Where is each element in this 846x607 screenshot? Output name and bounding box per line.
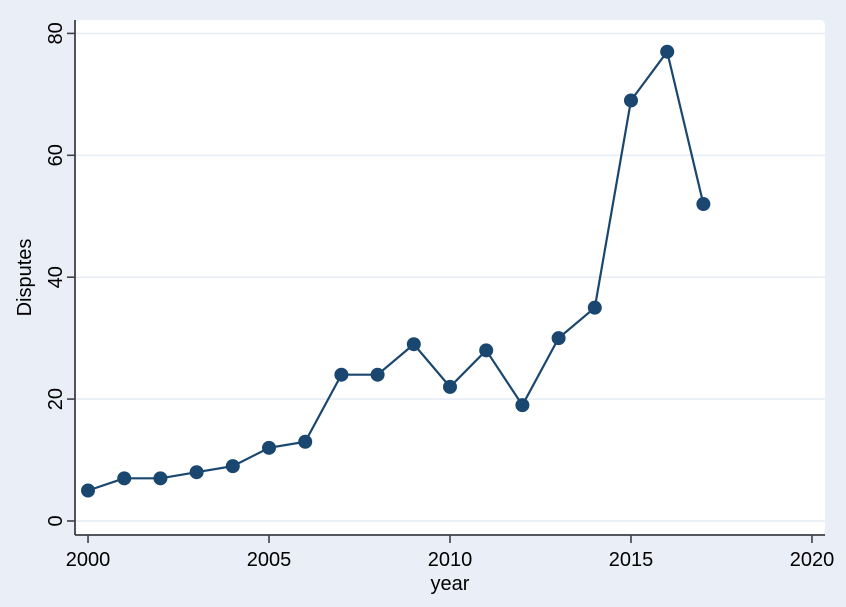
data-point [551, 331, 566, 346]
data-point [298, 434, 313, 449]
y-tick-label: 0 [45, 515, 67, 526]
data-point [81, 483, 96, 498]
data-point [660, 44, 675, 59]
data-point [262, 440, 277, 455]
x-axis-title: year [431, 573, 470, 595]
data-point [587, 300, 602, 315]
data-point [370, 367, 385, 382]
data-point [515, 398, 530, 413]
y-tick-label: 40 [45, 266, 67, 288]
y-tick-label: 80 [45, 22, 67, 44]
data-point [623, 93, 638, 108]
data-point [189, 465, 204, 480]
data-point [153, 471, 168, 486]
data-point [334, 367, 349, 382]
data-point [479, 343, 494, 358]
gridlines [75, 32, 825, 522]
y-axis-ticks: 0 20 40 60 80 [45, 22, 75, 527]
y-tick-label: 60 [45, 144, 67, 166]
data-point [406, 337, 421, 352]
data-point [225, 459, 240, 474]
data-point [696, 197, 711, 212]
series-line-group [81, 44, 711, 498]
y-tick-label: 20 [45, 388, 67, 410]
x-tick-label: 2020 [790, 549, 835, 571]
x-tick-label: 2010 [428, 549, 473, 571]
x-tick-label: 2015 [609, 549, 654, 571]
x-axis-ticks: 2000 2005 2010 2015 2020 [66, 535, 834, 571]
data-point [117, 471, 132, 486]
data-point [443, 379, 457, 394]
x-tick-label: 2000 [66, 549, 111, 571]
y-axis-title: Disputes [14, 239, 36, 317]
x-tick-label: 2005 [247, 549, 292, 571]
